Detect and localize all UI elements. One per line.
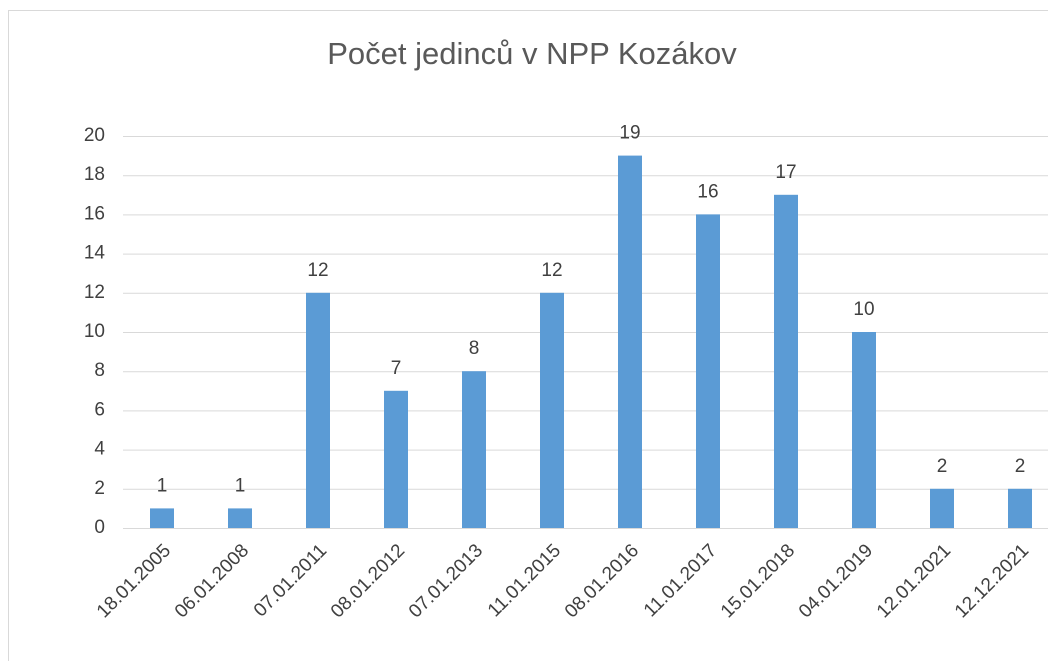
x-tick-label: 04.01.2019: [795, 540, 877, 622]
data-label: 19: [619, 123, 640, 144]
data-label: 7: [391, 358, 402, 379]
x-tick-label: 11.01.2017: [640, 540, 721, 621]
data-label: 2: [1015, 456, 1026, 477]
x-tick-label: 18.01.2005: [93, 540, 175, 622]
x-tick-label: 08.01.2012: [327, 540, 409, 622]
x-tick-label: 07.01.2013: [405, 540, 487, 622]
y-tick-label: 8: [94, 360, 105, 381]
y-tick-label: 0: [94, 517, 105, 538]
y-tick-label: 20: [84, 125, 105, 146]
bar: [462, 371, 486, 528]
data-label: 12: [307, 260, 328, 281]
data-label: 16: [697, 181, 718, 202]
y-tick-label: 6: [94, 399, 105, 420]
data-label: 1: [157, 475, 168, 496]
x-tick-label: 07.01.2011: [250, 540, 331, 621]
y-tick-label: 12: [84, 282, 105, 303]
y-tick-label: 10: [84, 321, 105, 342]
x-tick-label: 15.01.2018: [717, 540, 799, 622]
x-tick-label: 11.01.2015: [484, 540, 565, 621]
bar: [930, 488, 954, 528]
bar: [774, 194, 798, 529]
data-label: 17: [775, 162, 796, 183]
bar: [852, 332, 876, 528]
bar: [540, 292, 564, 528]
data-label: 8: [469, 338, 480, 359]
bar: [1008, 488, 1032, 528]
data-label: 1: [235, 475, 246, 496]
data-label: 2: [937, 456, 948, 477]
bar: [696, 214, 720, 528]
y-tick-label: 18: [84, 164, 105, 185]
x-tick-label: 08.01.2016: [561, 540, 643, 622]
bar: [306, 292, 330, 528]
bar: [228, 508, 252, 528]
bar: [618, 155, 642, 528]
y-tick-label: 4: [94, 439, 105, 460]
x-tick-label: 06.01.2008: [171, 540, 253, 622]
y-tick-label: 2: [94, 478, 105, 499]
y-tick-label: 16: [84, 203, 105, 224]
bar: [384, 390, 408, 528]
x-tick-label: 12.01.2021: [873, 540, 955, 622]
bar: [150, 508, 174, 528]
x-tick-label: 12.12.2021: [951, 540, 1033, 622]
chart-title: Počet jedinců v NPP Kozákov: [327, 36, 737, 71]
y-tick-label: 14: [84, 243, 106, 264]
data-label: 12: [541, 260, 562, 281]
data-label: 10: [853, 299, 874, 320]
chart-border: [8, 10, 1048, 661]
